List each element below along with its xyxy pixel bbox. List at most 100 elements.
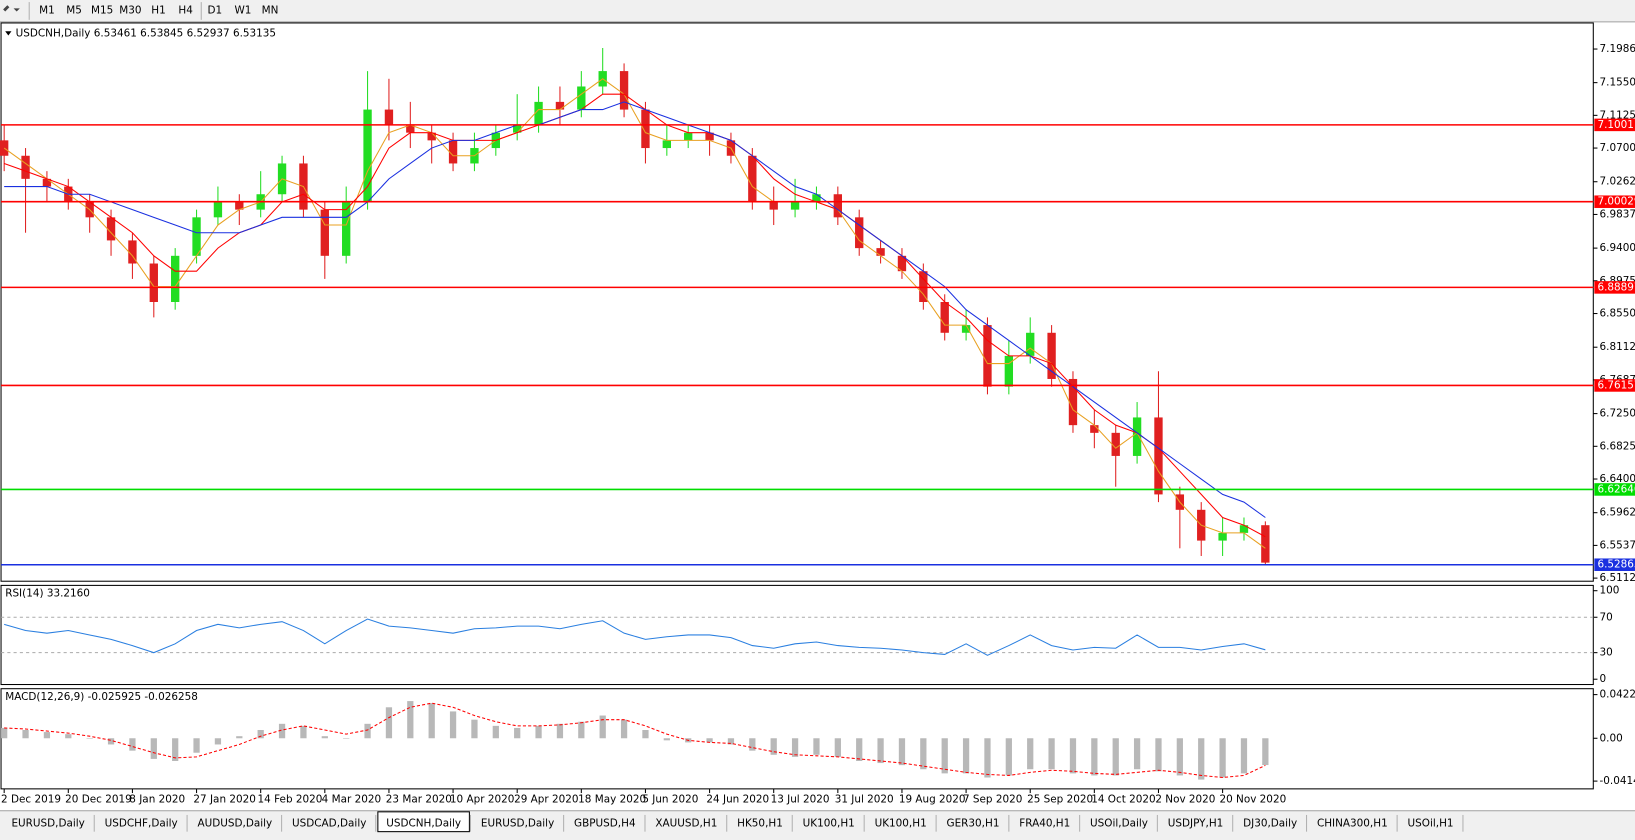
timeframe-button[interactable]: M15	[91, 4, 113, 16]
x-tick-label: 18 May 2020	[578, 793, 646, 805]
timeframe-button[interactable]: MN	[262, 4, 279, 16]
timeframe-button[interactable]: H1	[151, 4, 165, 16]
candle-body	[42, 178, 52, 187]
timeframe-button[interactable]: M1	[39, 4, 55, 16]
macd-bar	[1155, 738, 1162, 772]
macd-bar	[257, 730, 264, 739]
y-tick-label: 6.59625	[1600, 507, 1635, 519]
macd-bar	[65, 734, 72, 739]
timeframe-button[interactable]: H4	[178, 4, 193, 16]
level-price-label: 7.00029	[1597, 196, 1635, 208]
symbol-tab[interactable]	[1159, 813, 1232, 831]
x-tick-label: 24 Jun 2020	[706, 793, 769, 805]
symbol-tab-label[interactable]: USDCAD,Daily	[292, 817, 366, 829]
macd-bar	[86, 738, 93, 739]
symbol-tab-label[interactable]: USOil,Daily	[1090, 817, 1148, 829]
y-tick-label: 6.81125	[1600, 341, 1635, 353]
macd-bar	[1198, 738, 1205, 780]
timeframe-button[interactable]: W1	[234, 4, 251, 16]
y-tick-label: -0.04148	[1600, 775, 1635, 787]
x-tick-label: 23 Mar 2020	[386, 793, 452, 805]
macd-bar	[770, 738, 777, 755]
indicator-line	[3, 78, 1266, 549]
candle-body	[1261, 525, 1270, 563]
indicator-line	[4, 702, 1266, 779]
candle-body	[1068, 378, 1078, 426]
symbol-tab-label[interactable]: USDJPY,H1	[1168, 817, 1224, 829]
candle-body	[812, 194, 821, 202]
symbol-tab[interactable]	[377, 811, 470, 833]
timeframe-button[interactable]: M5	[66, 4, 82, 16]
symbol-tab-label[interactable]: UK100,H1	[875, 817, 927, 829]
macd-bar	[1219, 738, 1226, 778]
symbol-tab[interactable]	[283, 813, 375, 831]
symbol-menu-arrow[interactable]	[5, 31, 12, 36]
macd-bar	[535, 725, 542, 739]
macd-bar	[343, 738, 350, 739]
macd-bar	[642, 730, 649, 739]
x-tick-label: 20 Nov 2020	[1219, 793, 1286, 805]
symbol-tab-label[interactable]: CHINA300,H1	[1317, 817, 1388, 829]
y-tick-label: 0.00	[1600, 732, 1623, 744]
macd-bar	[856, 738, 863, 761]
macd-bar	[1048, 738, 1055, 770]
symbol-tab-label[interactable]: GER30,H1	[947, 817, 1000, 829]
symbol-tab[interactable]	[472, 813, 563, 831]
x-tick-label: 5 Jun 2020	[642, 793, 698, 805]
macd-bar	[407, 701, 414, 739]
symbol-tab-label[interactable]: USOil,H1	[1408, 817, 1454, 829]
x-tick-label: 14 Oct 2020	[1091, 793, 1155, 805]
symbol-tab[interactable]	[938, 813, 1008, 831]
x-tick-label: 7 Sep 2020	[963, 793, 1022, 805]
candle-body	[748, 155, 757, 202]
symbol-tab[interactable]	[1399, 813, 1462, 831]
symbol-tab-label[interactable]: HK50,H1	[737, 817, 783, 829]
symbol-tab[interactable]	[189, 813, 281, 831]
macd-bar	[962, 738, 970, 774]
toolbar-icon[interactable]	[3, 5, 20, 12]
symbol-tab-label[interactable]: EURUSD,Daily	[11, 817, 84, 829]
symbol-tab-label[interactable]: UK100,H1	[803, 817, 855, 829]
candle-body	[983, 325, 992, 387]
macd-bar	[578, 721, 585, 739]
symbol-tab-label[interactable]: XAUUSD,H1	[655, 817, 717, 829]
symbol-tab[interactable]	[1010, 813, 1079, 831]
level-price-box	[1594, 281, 1635, 294]
y-tick-label: 7.07000	[1600, 142, 1635, 154]
symbol-tab[interactable]	[647, 813, 726, 831]
timeframe-button[interactable]: M30	[119, 4, 141, 16]
symbol-tab-label[interactable]: FRA40,H1	[1019, 817, 1070, 829]
candle-body	[128, 240, 137, 264]
y-tick-label: 7.11250	[1600, 109, 1635, 121]
level-price-box	[1594, 195, 1635, 208]
symbol-tab[interactable]	[1234, 813, 1306, 831]
symbol-tab[interactable]	[3, 813, 94, 831]
y-tick-label: 6.72500	[1600, 408, 1635, 420]
indicator-line	[4, 618, 1266, 656]
candle-body	[1111, 432, 1120, 456]
symbol-tab-label[interactable]: USDCHF,Daily	[105, 817, 178, 829]
candle-body	[21, 155, 30, 179]
level-price-box	[1594, 483, 1635, 496]
symbol-tab-label[interactable]: AUDUSD,Daily	[198, 817, 273, 829]
macd-bar	[877, 738, 884, 764]
symbol-tab-label[interactable]: USDCNH,Daily	[386, 817, 461, 829]
symbol-tab[interactable]	[96, 813, 187, 831]
candle-body	[705, 132, 714, 141]
symbol-tab[interactable]	[565, 813, 644, 831]
macd-bar	[749, 738, 756, 751]
symbol-tab[interactable]	[728, 813, 792, 831]
symbol-tab[interactable]	[1308, 813, 1397, 831]
macd-bar	[385, 707, 393, 739]
symbol-tab[interactable]	[794, 813, 864, 831]
symbol-tab[interactable]	[1081, 813, 1157, 831]
timeframe-button[interactable]: D1	[207, 4, 222, 16]
symbol-tab[interactable]	[866, 813, 936, 831]
candle-body	[790, 201, 800, 210]
symbol-tab-label[interactable]: DJ30,Daily	[1243, 817, 1297, 829]
x-tick-label: 25 Sep 2020	[1027, 793, 1093, 805]
macd-bar	[791, 738, 799, 757]
macd-header: MACD(12,26,9) -0.025925 -0.026258	[5, 691, 198, 703]
symbol-tab-label[interactable]: EURUSD,Daily	[481, 817, 554, 829]
symbol-tab-label[interactable]: GBPUSD,H4	[574, 817, 636, 829]
